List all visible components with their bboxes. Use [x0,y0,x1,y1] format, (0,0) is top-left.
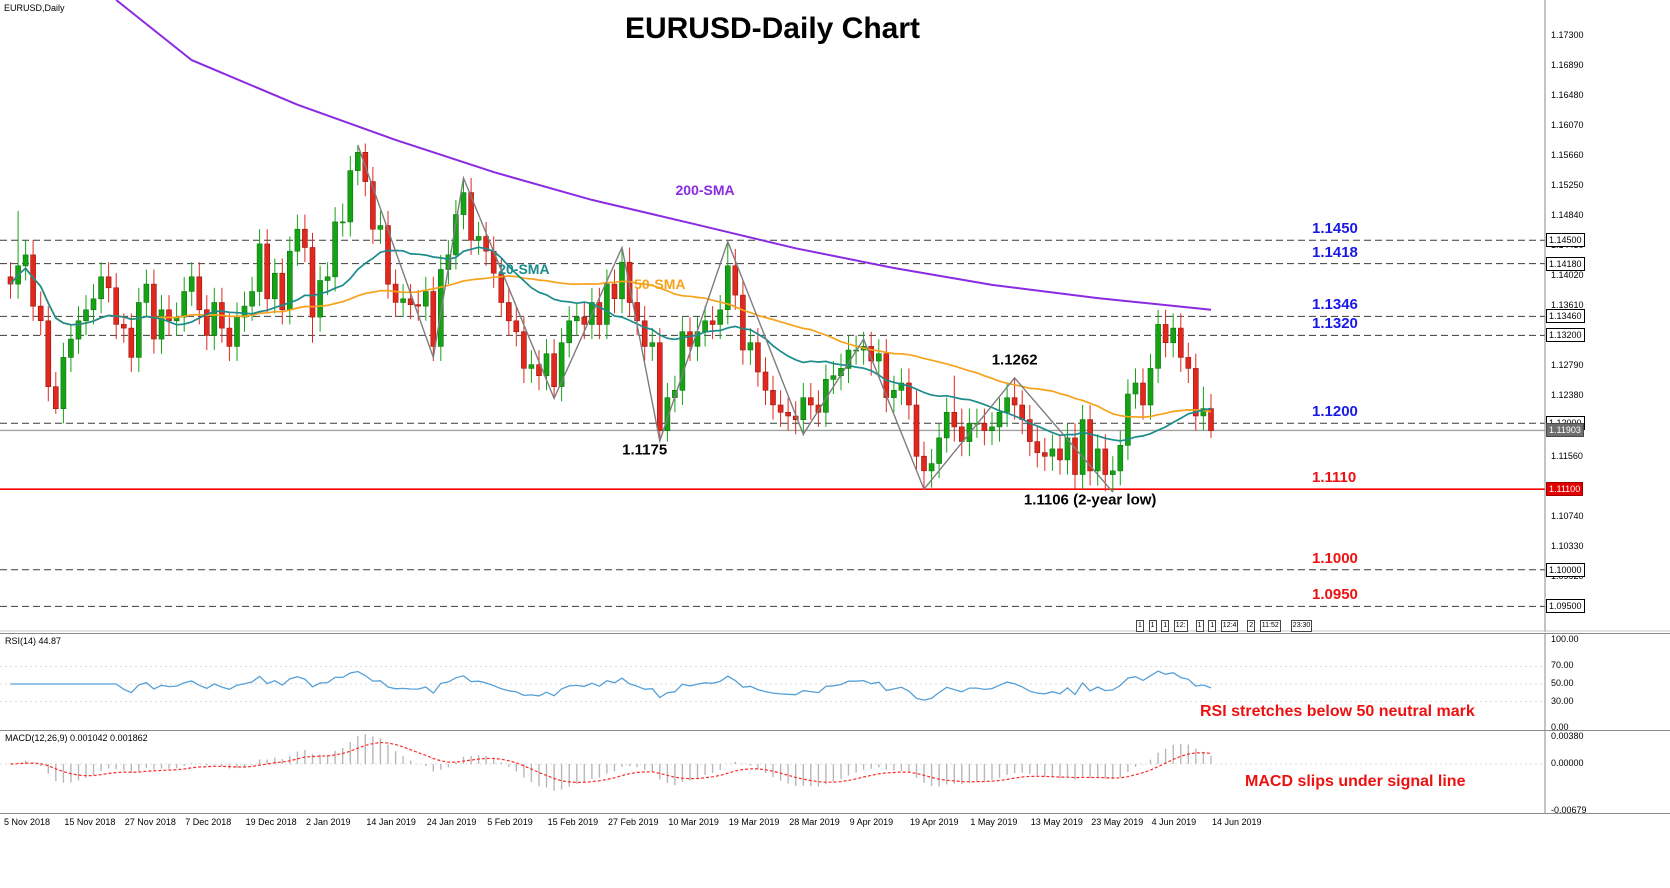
sma50-label: 50-SMA [634,276,686,293]
level-price-box: 1.11100 [1546,482,1584,497]
event-tag: 12:4 [1220,620,1239,632]
price-annotation: 1.1262 [991,351,1038,369]
date-label: 10 Mar 2019 [668,817,719,827]
date-label: 24 Jan 2019 [426,817,477,827]
level-label: 1.0950 [1312,586,1358,604]
price-tick-label: 1.16070 [1551,120,1584,131]
event-tag: 1 [1195,620,1204,632]
macd-axis-label: 0.00380 [1551,731,1584,742]
date-label: 19 Dec 2018 [245,817,297,827]
date-label: 1 May 2019 [970,817,1018,827]
event-tag: 1 [1136,620,1144,632]
date-label: 14 Jan 2019 [366,817,416,827]
date-label: 9 Apr 2019 [849,817,894,827]
macd-chart[interactable] [0,731,1670,813]
date-label: 4 Jun 2019 [1151,817,1197,827]
event-tag: 23:30 [1290,620,1313,632]
price-tick-label: 1.10330 [1551,540,1584,551]
chart-title: EURUSD-Daily Chart [624,12,921,45]
price-tick-label: 1.12380 [1551,390,1584,401]
price-tick-label: 1.17300 [1551,30,1584,41]
rsi-indicator-label: RSI(14) 44.87 [5,636,62,646]
date-label: 27 Feb 2019 [608,817,659,827]
level-price-box: 1.10000 [1546,562,1585,577]
level-label: 1.1450 [1312,220,1358,238]
price-tick-label: 1.15250 [1551,180,1584,191]
date-label: 14 Jun 2019 [1212,817,1262,827]
date-label: 15 Nov 2018 [64,817,116,827]
level-label: 1.1110 [1312,469,1357,487]
date-label: 28 Mar 2019 [789,817,840,827]
rsi-axis-label: 0.00 [1551,722,1569,732]
date-label: 7 Dec 2018 [185,817,232,827]
price-tick-label: 1.16890 [1551,60,1584,71]
event-tag: 1 [1161,620,1170,632]
date-label: 5 Nov 2018 [4,817,51,827]
level-label: 1.1346 [1312,296,1358,314]
level-price-box: 1.14180 [1546,256,1585,271]
rsi-chart[interactable] [0,634,1670,730]
event-tag: 11:52 [1259,620,1281,632]
price-tick-label: 1.12790 [1551,360,1584,371]
event-tag: 1 [1148,620,1157,632]
price-annotation: 1.1106 (2-year low) [1023,491,1157,509]
price-tick-label: 1.14840 [1551,210,1584,221]
date-label: 2 Jan 2019 [306,817,351,827]
level-label: 1.1320 [1312,315,1358,333]
macd-annotation: MACD slips under signal line [1245,773,1466,790]
current-price-box: 1.11903 [1546,423,1584,438]
macd-indicator-label: MACD(12,26,9) 0.001042 0.001862 [5,733,148,743]
price-tick-label: 1.16480 [1551,90,1584,101]
event-tag: 1 [1208,620,1217,632]
date-axis: 5 Nov 2018 15 Nov 2018 27 Nov 2018 7 Dec 20… [0,813,1670,836]
price-tick-label: 1.13610 [1551,300,1584,311]
level-price-box: 1.13460 [1546,309,1585,324]
date-label: 23 May 2019 [1091,817,1144,827]
date-label: 19 Mar 2019 [728,817,780,827]
macd-axis-label: 0.00000 [1551,758,1584,768]
level-label: 1.1000 [1312,549,1358,567]
date-label: 19 Apr 2019 [910,817,959,827]
rsi-axis-label: 100.00 [1551,634,1579,644]
event-tag: 12: [1173,620,1188,632]
price-tick-label: 1.15660 [1551,150,1584,161]
level-label: 1.1200 [1312,403,1358,421]
rsi-axis-label: 30.00 [1551,695,1574,706]
price-tick-label: 1.11560 [1551,450,1583,461]
date-label: 27 Nov 2018 [124,817,176,827]
macd-pane[interactable] [0,730,1670,813]
macd-axis-label: -0.00679 [1551,805,1587,815]
rsi-pane[interactable] [0,633,1670,730]
level-price-box: 1.14500 [1546,233,1585,248]
rsi-annotation: RSI stretches below 50 neutral mark [1200,703,1475,720]
sma200-label: 200-SMA [675,182,735,199]
date-label: 5 Feb 2019 [487,817,533,827]
event-tag: 2 [1247,620,1256,632]
rsi-axis-label: 70.00 [1551,660,1574,671]
candlestick-chart[interactable] [0,0,1670,632]
level-price-box: 1.09500 [1546,599,1585,614]
date-label: 13 May 2019 [1030,817,1083,827]
price-tick-label: 1.10740 [1551,510,1584,521]
date-label: 15 Feb 2019 [547,817,599,827]
level-label: 1.1418 [1312,243,1358,261]
price-chart-pane[interactable] [0,0,1670,632]
symbol-timeframe-label: EURUSD,Daily [4,3,65,13]
price-annotation: 1.1175 [622,441,668,459]
rsi-axis-label: 50.00 [1551,678,1574,688]
sma20-label: 20-SMA [498,261,550,278]
price-tick-label: 1.14020 [1551,270,1584,281]
level-price-box: 1.13200 [1546,328,1585,343]
